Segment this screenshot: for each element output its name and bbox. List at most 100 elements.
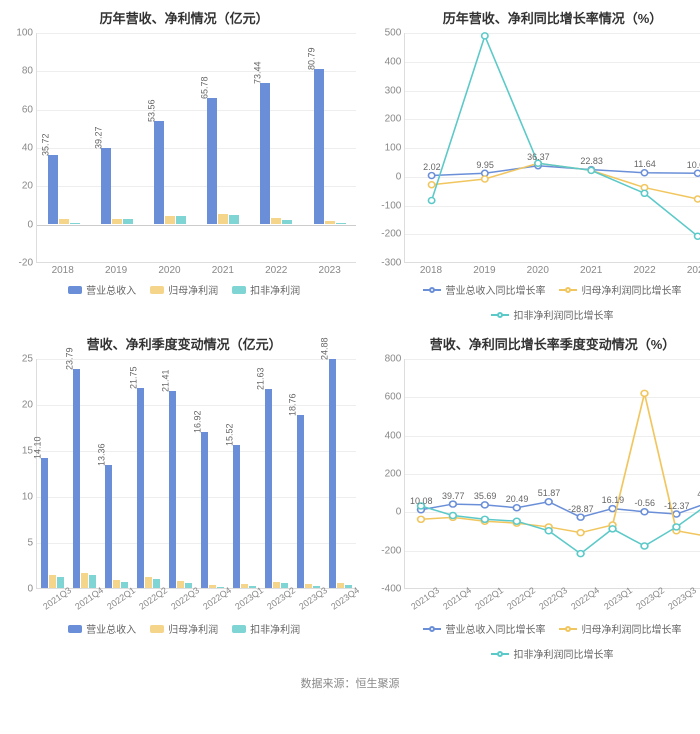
bar-value-label: 53.56 [147,99,157,122]
data-point [588,167,594,173]
x-axis-labels: 201820192020202120222023 [36,265,356,276]
chart-area-bl: 051015202514.1023.7913.3621.7521.4116.92… [36,359,356,589]
bar [49,575,56,588]
bar-group: 80.79 [303,32,356,262]
data-point [695,170,700,176]
data-point [482,176,488,182]
bar [336,223,346,224]
y-tick-label: 5 [7,538,33,549]
legend: 营业总收入归母净利润扣非净利润 [6,621,362,636]
y-tick-label: 600 [375,392,401,403]
bar: 16.92 [201,432,208,588]
series-line [432,36,698,236]
data-point [514,518,521,524]
data-point [695,196,700,202]
legend-swatch [232,625,246,633]
y-tick-label: 20 [7,400,33,411]
y-tick-label: 60 [7,104,33,115]
series-line [421,502,700,517]
y-tick-label: 10 [7,492,33,503]
y-tick-label: -400 [375,584,401,595]
data-point [450,512,457,518]
bar-value-label: 80.79 [306,47,316,70]
legend-item: 扣非净利润同比增长率 [491,307,613,322]
bar [81,573,88,588]
data-point [578,514,585,520]
y-tick-label: 25 [7,354,33,365]
legend-label: 扣非净利润同比增长率 [513,646,613,661]
y-tick-label: 200 [375,114,401,125]
x-tick-label: 2020 [511,265,564,276]
legend-label: 营业总收入 [86,282,136,297]
legend-line-swatch [423,628,441,630]
bar: 21.63 [265,389,272,588]
point-value-label: 2.02 [423,162,441,172]
legend-label: 营业总收入同比增长率 [445,282,545,297]
x-tick-label: 2023 [303,265,356,276]
chart-title: 历年营收、净利同比增长率情况（%） [374,8,700,27]
bar [325,221,335,223]
legend: 营业总收入同比增长率归母净利润同比增长率扣非净利润同比增长率 [374,282,700,322]
data-point [641,390,648,396]
point-value-label: 10.01 [687,160,700,170]
chart-title: 营收、净利同比增长率季度变动情况（%） [374,334,700,353]
point-value-label: 11.64 [634,159,656,169]
point-value-label: 10.08 [410,496,433,506]
x-axis-labels: 201820192020202120222023 [404,265,700,276]
y-tick-label: 100 [7,28,33,39]
legend-label: 归母净利润 [168,282,218,297]
legend-label: 归母净利润同比增长率 [581,621,681,636]
x-tick-label: 2021 [564,265,617,276]
data-point [578,530,585,536]
bar [70,223,80,224]
bar-value-label: 13.36 [97,444,107,467]
legend-item: 归母净利润 [150,621,218,636]
legend-swatch [150,286,164,294]
data-point [609,506,616,512]
bar-value-label: 23.79 [65,348,75,371]
legend: 营业总收入归母净利润扣非净利润 [6,282,362,297]
bar [177,581,184,588]
y-tick-label: 0 [7,219,33,230]
x-tick-label: 2021 [196,265,249,276]
bar [176,216,186,224]
point-value-label: 22.83 [580,156,603,166]
x-tick-label: 2018 [404,265,457,276]
legend-label: 营业总收入同比增长率 [445,621,545,636]
y-tick-label: -200 [375,229,401,240]
y-tick-label: 400 [375,56,401,67]
chart-area-tl: -2002040608010035.7239.2753.5665.7873.44… [36,33,356,263]
bar-group: 65.78 [197,32,250,262]
bar: 73.44 [260,83,270,224]
point-value-label: 35.69 [474,491,497,501]
bar-group: 35.72 [37,32,90,262]
legend-item: 营业总收入 [68,621,136,636]
data-point [482,33,488,39]
data-point [546,528,553,534]
chart-title: 营收、净利季度变动情况（亿元） [6,334,362,353]
point-value-label: 36.37 [527,152,550,162]
point-value-label: -0.56 [635,498,656,508]
data-point [482,502,489,508]
data-point [546,499,553,505]
bar [165,216,175,224]
legend-swatch [150,625,164,633]
bar-group: 15.52 [229,358,261,588]
chart-title: 历年营收、净利情况（亿元） [6,8,362,27]
data-point [642,170,648,176]
bar: 24.88 [329,359,336,588]
bar-group: 18.76 [292,358,324,588]
legend-label: 营业总收入 [86,621,136,636]
y-tick-label: 200 [375,469,401,480]
y-tick-label: 20 [7,181,33,192]
y-tick-label: -100 [375,200,401,211]
data-point [609,526,616,532]
bar-group: 21.75 [133,358,165,588]
bar-value-label: 15.52 [224,424,234,447]
legend-line-swatch [559,289,577,291]
point-value-label: 16.19 [602,495,625,505]
legend-line-swatch [491,653,509,655]
y-tick-label: -20 [7,258,33,269]
bar: 65.78 [207,98,217,224]
bar: 35.72 [48,155,58,223]
